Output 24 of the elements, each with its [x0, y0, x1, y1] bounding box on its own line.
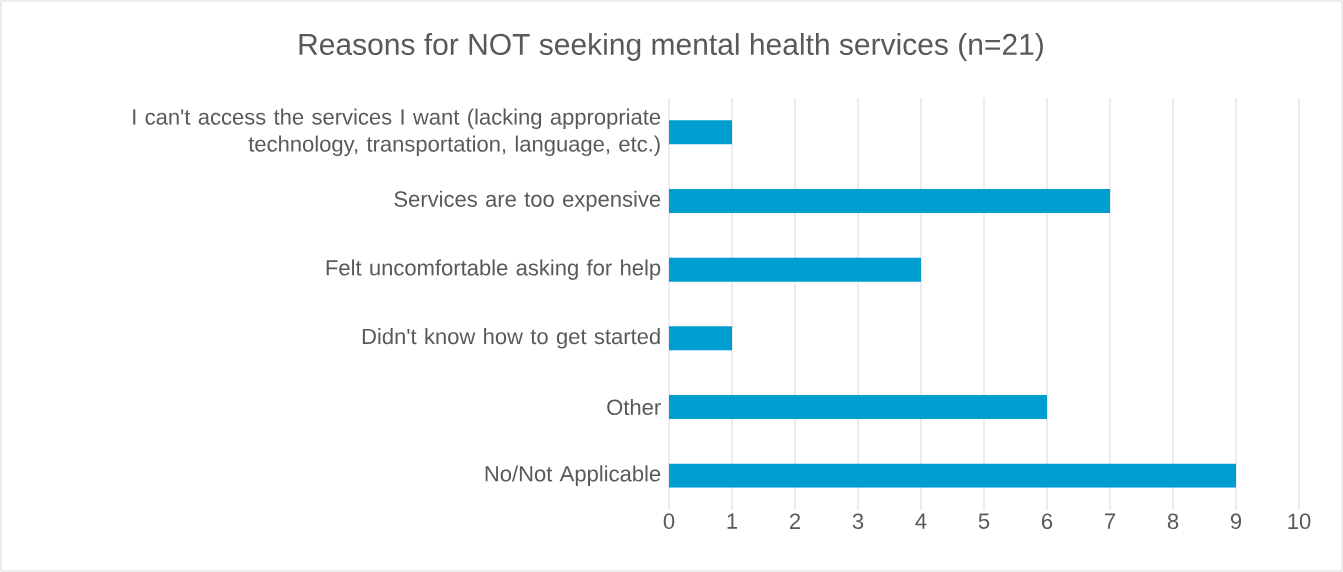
bar [669, 120, 732, 145]
bar [669, 394, 1047, 419]
x-tick-label: 4 [915, 513, 927, 529]
x-tick-label: 9 [1230, 513, 1242, 530]
x-tick-label: 2 [790, 513, 801, 529]
x-tick-label: 1 [727, 513, 738, 529]
bar [669, 257, 921, 282]
x-tick-label: 0 [663, 513, 675, 530]
x-tick-label: 3 [852, 513, 864, 530]
bar [669, 463, 1236, 488]
y-tick-label: Felt uncomfortable asking for help [326, 259, 661, 280]
x-tick-label: 10 [1288, 513, 1311, 530]
x-tick-label: 7 [1105, 513, 1116, 529]
x-tick-label: 5 [978, 513, 990, 529]
y-tick-label: I can't access the services I want (lacking appropriate technology, transportation, language, etc.) [133, 108, 661, 157]
chart-title: Reasons for NOT seeking mental health services (n=21) [299, 33, 1043, 61]
bar [669, 326, 732, 351]
y-tick-label: Other [607, 398, 661, 416]
y-tick-label: No/Not Applicable [485, 465, 661, 486]
y-tick-label: Didn't know how to get started [362, 328, 660, 349]
bar [669, 188, 1110, 213]
x-tick-label: 8 [1167, 513, 1179, 530]
x-tick-label: 6 [1041, 513, 1053, 530]
y-tick-label: Services are too expensive [394, 190, 661, 212]
